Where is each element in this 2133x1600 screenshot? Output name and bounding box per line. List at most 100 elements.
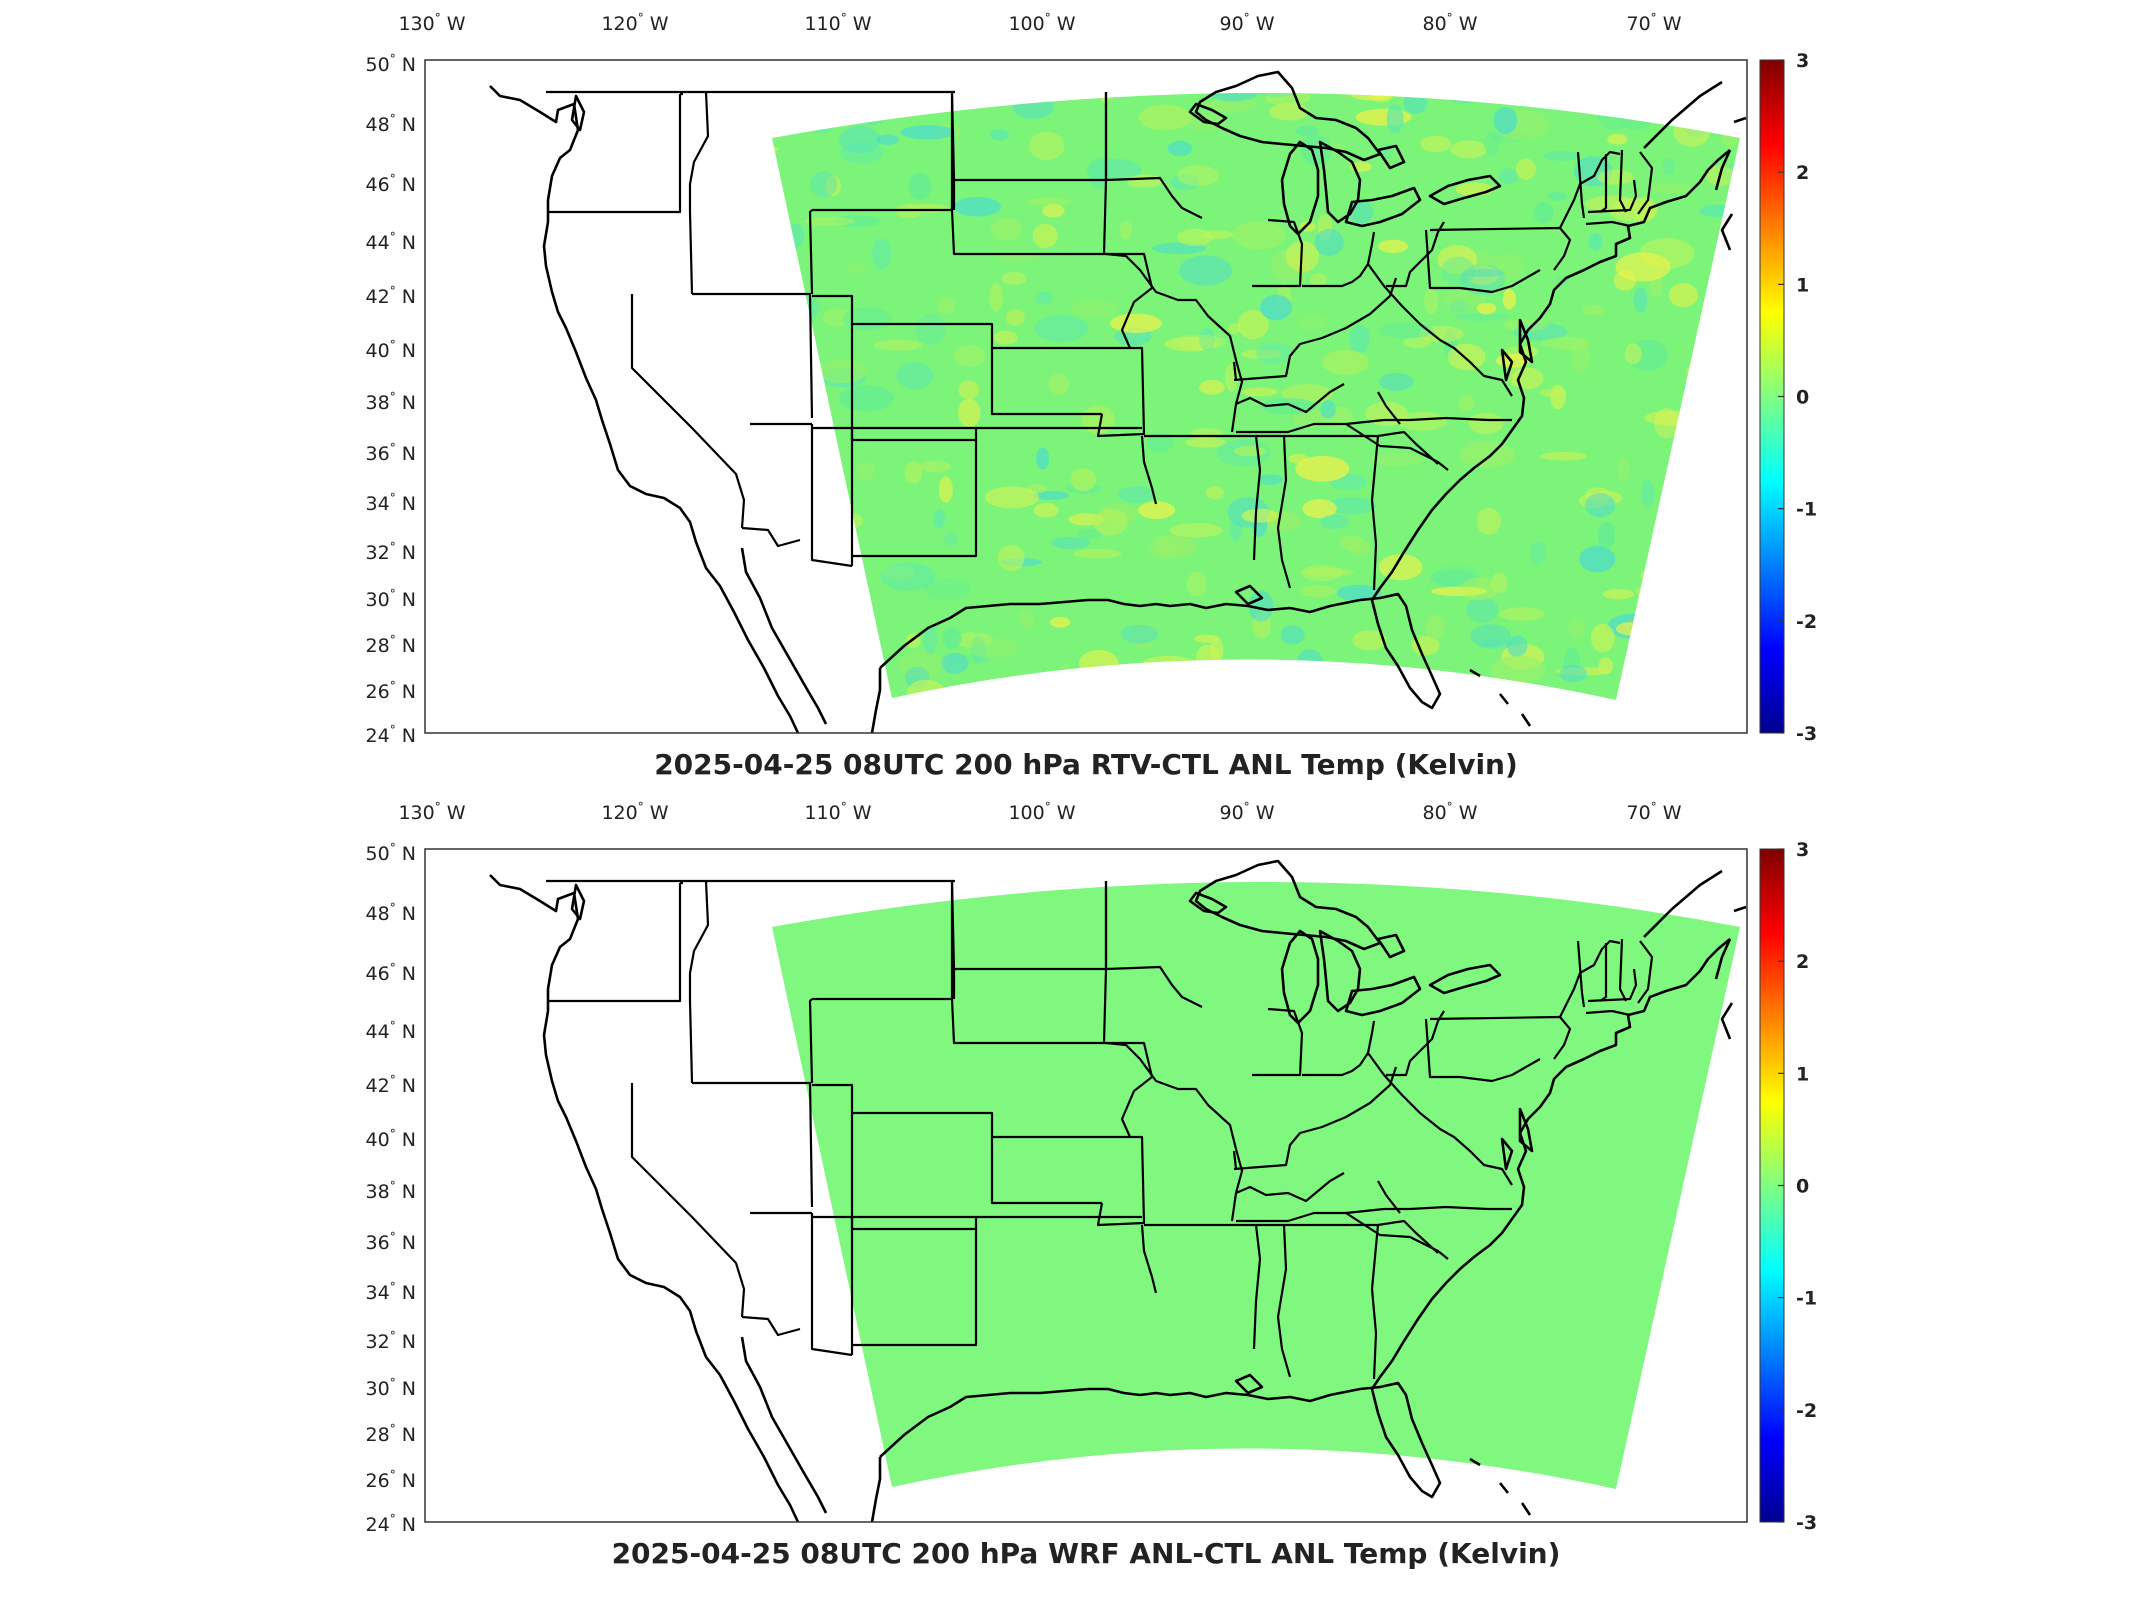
field-patch [1431,586,1487,596]
state-border [1140,1224,1158,1294]
bay-outline [1518,318,1534,364]
coastline [1643,869,1747,1040]
field-patch [1314,228,1344,256]
state-border [1585,1009,1631,1017]
longitude-label: 110° W [804,11,871,35]
latitude-label: 50° N [366,52,416,76]
field-patch [1424,288,1439,315]
longitude-label: 110° W [804,800,871,824]
field-patch [842,307,893,331]
field-patch [1502,288,1516,310]
field-patch [1470,624,1511,648]
field-patch [1515,158,1537,180]
field-patch [1579,545,1616,573]
field-patch [1460,441,1515,469]
longitude-label: 90° W [1219,11,1274,35]
field-patch [1476,302,1497,315]
great-lake-outline [1280,140,1320,236]
field-patch [1302,499,1337,519]
field-patch [1300,564,1343,582]
field-patch [1450,140,1488,159]
field-patch [856,461,876,481]
field-patch [1662,157,1675,175]
field-patch [1177,165,1220,187]
state-border [688,91,710,295]
field-patch [897,651,945,679]
map-axes-frame [424,848,1748,1523]
field-patch [989,129,1010,141]
field-patch [953,196,1001,217]
field-patch [1582,305,1606,316]
latitude-label: 36° N [366,441,416,465]
field-patch [1138,501,1176,520]
latitude-label: 26° N [366,1468,416,1492]
longitude-label: 120° W [601,11,668,35]
state-border [1424,1018,1541,1083]
field-patch [1302,568,1354,577]
map-outlines [489,70,1747,734]
field-patch [1248,590,1274,622]
field-patch [839,125,881,154]
map-title: 2025-04-25 08UTC 200 hPa WRF ANL-CTL ANL… [612,1537,1561,1570]
coastline [570,883,586,921]
field-patch [1185,437,1227,448]
state-border [688,880,710,1084]
field-patch [1034,315,1089,342]
state-border [1252,218,1304,288]
field-patch [1386,104,1404,134]
state-border [692,1081,814,1208]
field-patch [1035,291,1053,305]
state-border [1232,277,1398,382]
coastline [1469,668,1532,727]
field-patch [1028,131,1065,161]
latitude-label: 28° N [366,633,416,657]
field-patch [941,652,969,674]
great-lake-outline [1376,933,1406,959]
field-patch [1120,624,1159,644]
field-patch [1088,157,1109,190]
colorbar-tick-label: 1 [1796,274,1809,296]
field-patch [1466,265,1500,285]
field-patch [1349,200,1374,224]
field-patch [839,385,894,412]
longitude-label: 70° W [1626,11,1681,35]
coastline [870,668,882,734]
field-patch [1154,534,1196,559]
state-border [850,1217,976,1231]
latitude-label: 24° N [366,723,416,747]
field-patch [1502,319,1549,332]
colorbar-tick-label: 0 [1796,1176,1809,1198]
state-border [548,883,682,1003]
state-border [1236,416,1512,434]
field-patch [1297,314,1328,331]
field-patch [1210,638,1224,662]
latitude-label: 28° N [366,1422,416,1446]
state-border [810,1213,853,1357]
state-border [1377,430,1439,465]
map-panel-bottom: 130° W 120° W 110° W 100° W 90° W 80° W 70° W 5… [0,789,2133,1589]
field-patch [1499,607,1545,621]
field-patch [1441,256,1476,286]
state-border [852,1111,1102,1205]
state-border [1367,263,1513,397]
colorbar-tick-label: 2 [1796,951,1809,973]
field-patch [938,476,953,503]
state-border [1345,1212,1449,1260]
longitude-label: 100° W [1008,800,1075,824]
state-border [1256,1223,1292,1378]
field-patch [1499,168,1519,184]
longitude-label: 130° W [398,11,465,35]
field-patch [1131,622,1157,650]
field-patch [1205,486,1225,500]
state-border [1105,1041,1244,1222]
coastline [879,1381,1442,1499]
latitude-label: 36° N [366,1230,416,1254]
field-patch [1541,336,1590,350]
longitude-label: 80° W [1422,800,1477,824]
field-patch [1036,447,1050,470]
field-patch [1148,535,1178,559]
bay-outline [1234,1373,1264,1395]
field-patch [1597,521,1616,549]
field-patch [1295,125,1319,137]
field-patch [1179,255,1233,286]
